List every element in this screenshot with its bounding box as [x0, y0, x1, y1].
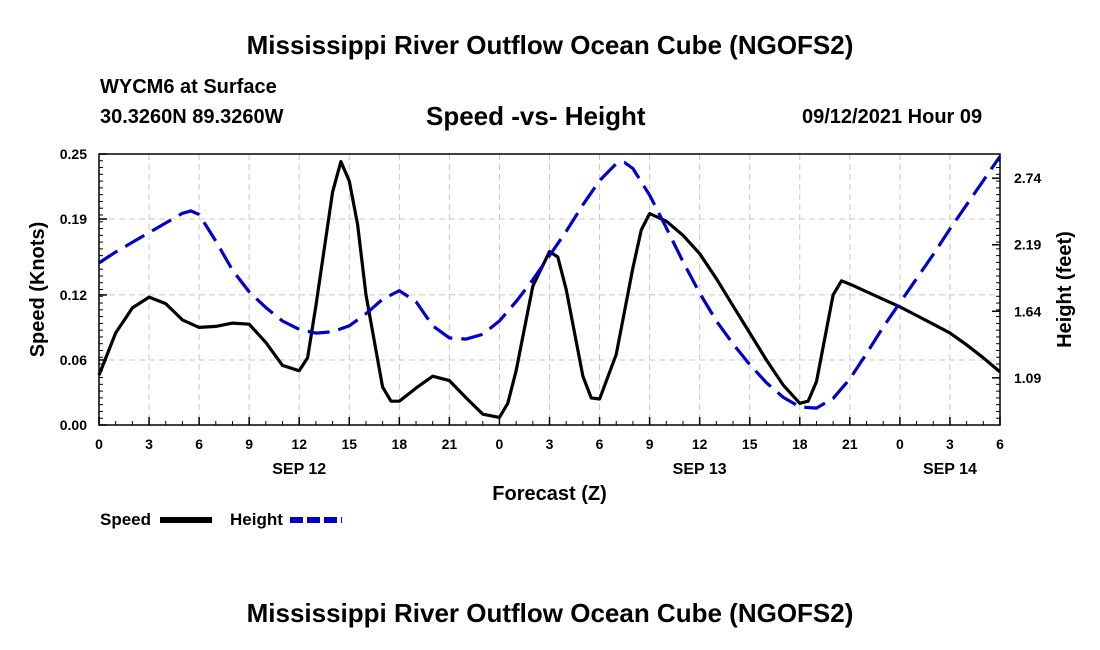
y-axis-title: Speed (Knots)	[27, 222, 49, 358]
y-tick-label: 0.12	[60, 287, 87, 303]
y2-tick-label: 1.09	[1014, 370, 1041, 386]
y2-tick-label: 2.19	[1014, 237, 1041, 253]
x-date-label: SEP 14	[923, 461, 977, 478]
y-tick-label: 0.25	[60, 146, 87, 162]
legend: Speed Height	[100, 510, 342, 529]
x-axis-ticks: 0 3 6 9 12 15 18 21 0 3 6 9 12 15 18 21 0 3 6	[95, 417, 1004, 452]
speed-series-line	[97, 160, 1002, 419]
y2-axis-ticks: 1.09 1.64 2.19 2.74	[992, 170, 1041, 386]
x-tick-label: 9	[245, 436, 253, 452]
x-tick-label: 6	[596, 436, 604, 452]
x-tick-label: 15	[742, 436, 758, 452]
x-tick-label: 18	[792, 436, 808, 452]
x-date-label: SEP 12	[272, 461, 326, 478]
x-tick-label: 3	[145, 436, 153, 452]
y-tick-label: 0.06	[60, 352, 87, 368]
x-tick-label: 6	[195, 436, 203, 452]
x-tick-label: 21	[442, 436, 458, 452]
x-tick-label: 0	[896, 436, 904, 452]
x-tick-label: 0	[496, 436, 504, 452]
x-tick-label: 6	[996, 436, 1004, 452]
x-tick-label: 3	[946, 436, 954, 452]
legend-label: Speed	[100, 510, 151, 529]
y-axis-ticks: 0.00 0.06 0.12 0.19 0.25	[60, 146, 107, 433]
x-date-label: SEP 13	[673, 461, 727, 478]
y2-tick-label: 2.74	[1014, 170, 1041, 186]
x-tick-label: 12	[291, 436, 307, 452]
coordinates-label: 30.3260N 89.3260W	[100, 106, 284, 128]
x-tick-label: 18	[392, 436, 408, 452]
y2-tick-label: 1.64	[1014, 303, 1041, 319]
forecast-datetime: 09/12/2021 Hour 09	[802, 106, 983, 128]
x-tick-label: 15	[341, 436, 357, 452]
x-tick-label: 0	[95, 436, 103, 452]
chart-title-top: Mississippi River Outflow Ocean Cube (NG…	[246, 30, 854, 60]
legend-label: Height	[230, 510, 283, 529]
y-tick-label: 0.19	[60, 211, 87, 227]
height-series-line	[98, 155, 1002, 410]
chart-title-bottom: Mississippi River Outflow Ocean Cube (NG…	[246, 598, 854, 628]
series-layer	[97, 155, 1002, 419]
x-tick-label: 9	[646, 436, 654, 452]
chart-subtitle: Speed -vs- Height	[426, 101, 646, 131]
x-axis-date-labels: SEP 12 SEP 13 SEP 14	[272, 461, 977, 478]
x-tick-label: 12	[692, 436, 708, 452]
station-label: WYCM6 at Surface	[100, 76, 277, 98]
y-tick-label: 0.00	[60, 417, 87, 433]
x-axis-title: Forecast (Z)	[492, 483, 606, 505]
x-tick-label: 21	[842, 436, 858, 452]
x-tick-label: 3	[546, 436, 554, 452]
y2-axis-title: Height (feet)	[1054, 231, 1076, 348]
